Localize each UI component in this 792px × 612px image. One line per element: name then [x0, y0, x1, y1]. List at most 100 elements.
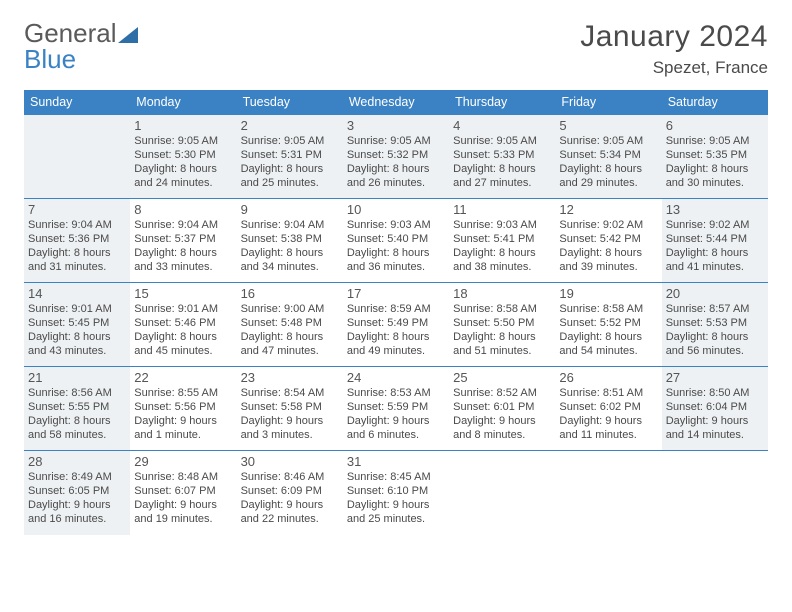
daylight-text-2: and 54 minutes.: [559, 344, 657, 358]
title-block: January 2024 Spezet, France: [580, 20, 768, 78]
calendar-day-cell: 26Sunrise: 8:51 AMSunset: 6:02 PMDayligh…: [555, 367, 661, 451]
calendar-header-row: SundayMondayTuesdayWednesdayThursdayFrid…: [24, 90, 768, 115]
calendar-table: SundayMondayTuesdayWednesdayThursdayFrid…: [24, 90, 768, 535]
sunset-text: Sunset: 5:59 PM: [347, 400, 445, 414]
day-info: Sunrise: 9:02 AMSunset: 5:42 PMDaylight:…: [559, 218, 657, 274]
calendar-day-cell: 6Sunrise: 9:05 AMSunset: 5:35 PMDaylight…: [662, 115, 768, 199]
calendar-week-row: 21Sunrise: 8:56 AMSunset: 5:55 PMDayligh…: [24, 367, 768, 451]
day-info: Sunrise: 9:05 AMSunset: 5:33 PMDaylight:…: [453, 134, 551, 190]
day-info: Sunrise: 9:03 AMSunset: 5:40 PMDaylight:…: [347, 218, 445, 274]
daylight-text-1: Daylight: 9 hours: [453, 414, 551, 428]
sunrise-text: Sunrise: 9:03 AM: [453, 218, 551, 232]
calendar-day-cell: 29Sunrise: 8:48 AMSunset: 6:07 PMDayligh…: [130, 451, 236, 535]
day-number: 13: [666, 202, 764, 217]
calendar-day-cell: 4Sunrise: 9:05 AMSunset: 5:33 PMDaylight…: [449, 115, 555, 199]
day-number: 24: [347, 370, 445, 385]
day-info: Sunrise: 9:03 AMSunset: 5:41 PMDaylight:…: [453, 218, 551, 274]
day-number: 5: [559, 118, 657, 133]
sunset-text: Sunset: 5:45 PM: [28, 316, 126, 330]
daylight-text-1: Daylight: 8 hours: [241, 162, 339, 176]
daylight-text-2: and 26 minutes.: [347, 176, 445, 190]
daylight-text-1: Daylight: 9 hours: [134, 498, 232, 512]
sunset-text: Sunset: 5:58 PM: [241, 400, 339, 414]
day-number: 25: [453, 370, 551, 385]
day-number: 2: [241, 118, 339, 133]
day-info: Sunrise: 8:52 AMSunset: 6:01 PMDaylight:…: [453, 386, 551, 442]
calendar-day-cell: 10Sunrise: 9:03 AMSunset: 5:40 PMDayligh…: [343, 199, 449, 283]
weekday-header: Tuesday: [237, 90, 343, 115]
day-info: Sunrise: 9:01 AMSunset: 5:45 PMDaylight:…: [28, 302, 126, 358]
daylight-text-2: and 1 minute.: [134, 428, 232, 442]
day-info: Sunrise: 8:55 AMSunset: 5:56 PMDaylight:…: [134, 386, 232, 442]
sunrise-text: Sunrise: 9:03 AM: [347, 218, 445, 232]
calendar-day-cell: 18Sunrise: 8:58 AMSunset: 5:50 PMDayligh…: [449, 283, 555, 367]
daylight-text-2: and 49 minutes.: [347, 344, 445, 358]
sunset-text: Sunset: 5:33 PM: [453, 148, 551, 162]
day-number: 22: [134, 370, 232, 385]
day-number: 14: [28, 286, 126, 301]
day-info: Sunrise: 8:53 AMSunset: 5:59 PMDaylight:…: [347, 386, 445, 442]
location-label: Spezet, France: [580, 58, 768, 78]
sunset-text: Sunset: 6:10 PM: [347, 484, 445, 498]
daylight-text-1: Daylight: 8 hours: [134, 246, 232, 260]
daylight-text-2: and 11 minutes.: [559, 428, 657, 442]
day-info: Sunrise: 9:05 AMSunset: 5:35 PMDaylight:…: [666, 134, 764, 190]
sunrise-text: Sunrise: 9:05 AM: [453, 134, 551, 148]
sunrise-text: Sunrise: 8:46 AM: [241, 470, 339, 484]
daylight-text-1: Daylight: 8 hours: [134, 330, 232, 344]
daylight-text-2: and 56 minutes.: [666, 344, 764, 358]
day-number: 20: [666, 286, 764, 301]
sunrise-text: Sunrise: 9:05 AM: [241, 134, 339, 148]
daylight-text-1: Daylight: 8 hours: [666, 330, 764, 344]
calendar-day-cell: 14Sunrise: 9:01 AMSunset: 5:45 PMDayligh…: [24, 283, 130, 367]
calendar-day-cell: 2Sunrise: 9:05 AMSunset: 5:31 PMDaylight…: [237, 115, 343, 199]
daylight-text-2: and 51 minutes.: [453, 344, 551, 358]
day-number: 18: [453, 286, 551, 301]
calendar-day-cell: 17Sunrise: 8:59 AMSunset: 5:49 PMDayligh…: [343, 283, 449, 367]
day-info: Sunrise: 9:01 AMSunset: 5:46 PMDaylight:…: [134, 302, 232, 358]
day-number: 11: [453, 202, 551, 217]
daylight-text-1: Daylight: 9 hours: [241, 414, 339, 428]
calendar-day-cell: 11Sunrise: 9:03 AMSunset: 5:41 PMDayligh…: [449, 199, 555, 283]
sunset-text: Sunset: 5:32 PM: [347, 148, 445, 162]
sunset-text: Sunset: 6:07 PM: [134, 484, 232, 498]
calendar-day-cell: [449, 451, 555, 535]
day-number: 15: [134, 286, 232, 301]
sunrise-text: Sunrise: 8:52 AM: [453, 386, 551, 400]
calendar-day-cell: 20Sunrise: 8:57 AMSunset: 5:53 PMDayligh…: [662, 283, 768, 367]
day-info: Sunrise: 8:49 AMSunset: 6:05 PMDaylight:…: [28, 470, 126, 526]
sunrise-text: Sunrise: 8:56 AM: [28, 386, 126, 400]
sunset-text: Sunset: 5:44 PM: [666, 232, 764, 246]
sunrise-text: Sunrise: 8:55 AM: [134, 386, 232, 400]
sunset-text: Sunset: 5:56 PM: [134, 400, 232, 414]
sunset-text: Sunset: 5:40 PM: [347, 232, 445, 246]
sunset-text: Sunset: 5:52 PM: [559, 316, 657, 330]
day-info: Sunrise: 8:48 AMSunset: 6:07 PMDaylight:…: [134, 470, 232, 526]
daylight-text-1: Daylight: 8 hours: [134, 162, 232, 176]
daylight-text-2: and 43 minutes.: [28, 344, 126, 358]
sunrise-text: Sunrise: 9:01 AM: [134, 302, 232, 316]
day-info: Sunrise: 8:59 AMSunset: 5:49 PMDaylight:…: [347, 302, 445, 358]
daylight-text-2: and 33 minutes.: [134, 260, 232, 274]
daylight-text-2: and 47 minutes.: [241, 344, 339, 358]
calendar-day-cell: [24, 115, 130, 199]
day-number: 19: [559, 286, 657, 301]
daylight-text-1: Daylight: 9 hours: [666, 414, 764, 428]
daylight-text-2: and 58 minutes.: [28, 428, 126, 442]
day-info: Sunrise: 9:05 AMSunset: 5:31 PMDaylight:…: [241, 134, 339, 190]
calendar-day-cell: 7Sunrise: 9:04 AMSunset: 5:36 PMDaylight…: [24, 199, 130, 283]
calendar-day-cell: 15Sunrise: 9:01 AMSunset: 5:46 PMDayligh…: [130, 283, 236, 367]
daylight-text-1: Daylight: 8 hours: [28, 414, 126, 428]
sunset-text: Sunset: 5:53 PM: [666, 316, 764, 330]
sunset-text: Sunset: 6:05 PM: [28, 484, 126, 498]
daylight-text-2: and 31 minutes.: [28, 260, 126, 274]
calendar-day-cell: 31Sunrise: 8:45 AMSunset: 6:10 PMDayligh…: [343, 451, 449, 535]
day-info: Sunrise: 8:57 AMSunset: 5:53 PMDaylight:…: [666, 302, 764, 358]
daylight-text-1: Daylight: 9 hours: [134, 414, 232, 428]
daylight-text-1: Daylight: 8 hours: [28, 330, 126, 344]
calendar-day-cell: 30Sunrise: 8:46 AMSunset: 6:09 PMDayligh…: [237, 451, 343, 535]
sunset-text: Sunset: 6:04 PM: [666, 400, 764, 414]
day-info: Sunrise: 9:05 AMSunset: 5:34 PMDaylight:…: [559, 134, 657, 190]
day-number: 31: [347, 454, 445, 469]
calendar-day-cell: 21Sunrise: 8:56 AMSunset: 5:55 PMDayligh…: [24, 367, 130, 451]
